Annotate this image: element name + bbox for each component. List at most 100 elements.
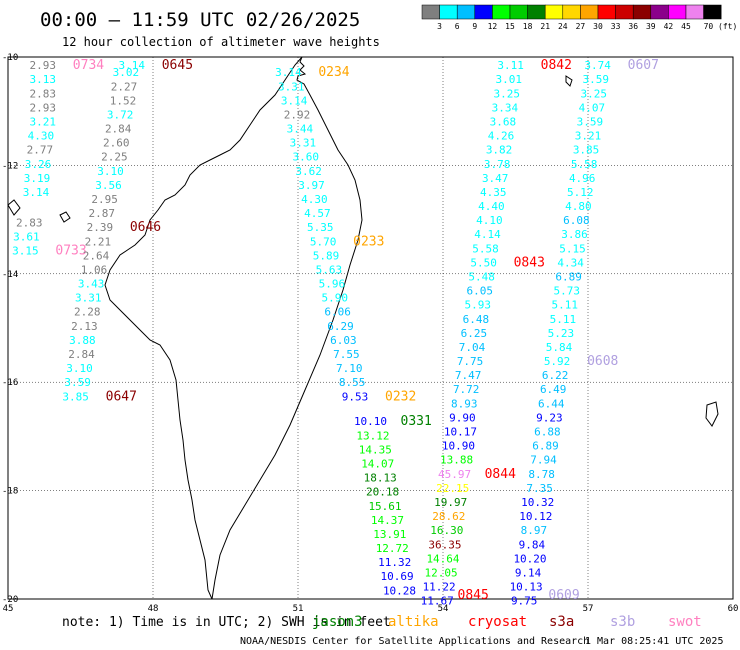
wave-height-value: 3.21 [575,130,602,143]
longitude-tick-label: 48 [148,604,159,614]
wave-height-value: 8.55 [339,376,366,389]
wave-height-colorbar: 3 6 9 12 15 18 21 24 27 30 33 36 39 42 45 70 (ft) [421,4,738,31]
wave-height-value: 3.25 [581,87,608,100]
wave-height-value: 4.40 [478,200,505,213]
wave-height-value: 3.59 [64,376,91,389]
wave-height-value: 2.77 [27,144,54,157]
footer-timestamp: 1 Mar 08:25:41 UTC 2025 [585,636,723,647]
wave-height-value: 4.14 [474,228,501,241]
wave-height-value: 6.03 [330,334,357,347]
wave-height-value: 14.35 [359,443,392,456]
wave-height-value: 3.97 [298,179,325,192]
wave-height-value: 5.35 [307,221,334,234]
pass-time-label: 0234 [318,65,349,80]
wave-height-value: 6.49 [540,383,567,396]
wave-height-value: 10.90 [442,440,475,453]
footer-note: note: 1) Time is in UTC; 2) SWH is in fe… [62,615,391,630]
wave-height-value: 2.92 [284,108,311,121]
colorbar-swatch [492,4,511,20]
wave-height-value: 11.22 [423,581,456,594]
wave-height-value: 4.80 [565,200,592,213]
wave-height-value: 13.91 [373,528,406,541]
wave-height-value: 9.84 [519,538,546,551]
pass-time-label: 0647 [106,389,137,404]
wave-height-value: 3.31 [278,80,305,93]
wave-height-value: 3.10 [97,165,124,178]
wave-height-value: 8.93 [451,397,478,410]
wave-height-value: 10.17 [444,426,477,439]
wave-height-value: 28.62 [432,510,465,523]
wave-height-value: 7.10 [336,362,363,375]
altimeter-tracks: 2.933.132.832.933.214.302.773.263.193.14… [12,58,659,607]
wave-height-value: 4.34 [557,256,584,269]
wave-height-value: 5.63 [316,263,343,276]
colorbar-swatch [456,4,476,20]
wave-height-value: 3.02 [113,66,140,79]
wave-height-value: 3.61 [13,230,40,243]
wave-height-value: 3.68 [490,115,517,128]
wave-height-value: 4.07 [579,101,606,114]
latitude-tick-label: -20 [2,595,18,605]
madagascar-coastline [211,56,363,600]
wave-height-value: 3.34 [492,101,519,114]
wave-height-value: 2.83 [30,87,57,100]
wave-height-value: 6.25 [461,327,488,340]
wave-height-value: 7.35 [526,482,553,495]
wave-height-value: 13.88 [440,454,473,467]
wave-height-value: 5.70 [310,235,337,248]
satellite-legend-entry: s3a [549,614,574,630]
wave-height-value: 4.96 [569,172,596,185]
wave-height-value: 3.86 [561,228,588,241]
colorbar-swatch [597,4,616,20]
wave-height-value: 7.75 [457,355,484,368]
wave-height-value: 3.26 [25,158,52,171]
wave-height-value: 18.13 [364,472,397,485]
wave-height-value: 6.89 [555,271,582,284]
wave-height-value: 5.89 [313,249,340,262]
pass-time-label: 0733 [55,243,86,258]
wave-height-value: 9.90 [449,411,476,424]
comoros-islands [7,199,71,223]
chart-subtitle: 12 hour collection of altimeter wave hei… [62,35,380,49]
wave-height-value: 3.43 [78,278,105,291]
wave-height-value: 3.59 [582,73,609,86]
wave-height-value: 2.64 [83,249,110,262]
wave-height-value: 5.58 [472,242,499,255]
satellite-legend-entry: cryosat [468,614,527,630]
colorbar-swatch [509,4,528,20]
colorbar-tick-label: 39 [646,22,656,31]
colorbar-swatch [650,4,669,20]
wave-height-value: 7.04 [459,341,486,354]
wave-height-value: 5.92 [544,355,571,368]
wave-height-value: 5.48 [468,271,495,284]
wave-height-value: 1.06 [81,263,108,276]
wave-height-value: 19.97 [434,496,467,509]
wave-height-value: 3.78 [484,158,511,171]
satellite-legend-entry: s3b [610,614,635,630]
wave-height-value: 2.93 [30,59,57,72]
wave-height-value: 11.67 [421,595,454,608]
colorbar-tick-label: 70 (ft) [704,22,738,31]
pass-time-label: 0607 [628,58,659,73]
wave-height-value: 7.94 [530,454,557,467]
wave-height-value: 3.01 [495,73,522,86]
map-frame [7,56,734,600]
longitude-tick-label: 51 [293,604,304,614]
wave-height-value: 6.44 [538,397,565,410]
pass-time-label: 0842 [541,58,572,73]
wave-height-value: 6.06 [324,306,351,319]
wave-height-value: 2.83 [16,216,43,229]
wave-height-value: 7.72 [453,383,480,396]
pass-time-label: 0844 [485,467,516,482]
pass-time-label: 0646 [130,220,161,235]
wave-height-value: 6.29 [327,320,354,333]
colorbar-tick-label: 9 [472,22,477,31]
wave-height-value: 9.23 [536,411,563,424]
latitude-tick-label: -14 [2,270,18,280]
colorbar-swatch [544,4,564,20]
wave-height-value: 2.87 [89,207,116,220]
colorbar-tick-label: 18 [523,22,533,31]
wave-height-value: 4.30 [28,130,55,143]
wave-height-value: 3.14 [23,186,50,199]
